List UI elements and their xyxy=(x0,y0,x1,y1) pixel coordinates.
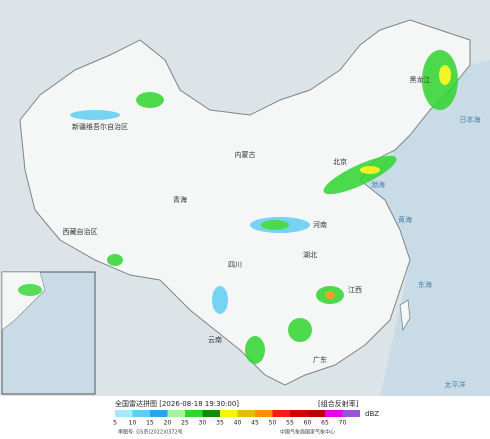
region-label: 广东 xyxy=(313,355,327,364)
legend-swatch xyxy=(290,410,308,417)
echo xyxy=(212,286,228,314)
legend-swatch xyxy=(167,410,185,417)
legend-title: 全国雷达拼图 [2026-08-18 19:30:00] xyxy=(115,399,239,408)
echo xyxy=(245,336,265,364)
radar-echoes xyxy=(70,50,458,364)
region-label: 云南 xyxy=(208,335,222,344)
legend-level: 15 xyxy=(146,420,154,427)
sea xyxy=(362,60,490,396)
echo xyxy=(107,254,123,266)
sea-label: 渤海 xyxy=(371,180,385,189)
echo xyxy=(288,318,312,342)
legend-level: 10 xyxy=(129,420,137,427)
legend-level: 50 xyxy=(269,420,277,427)
legend-swatch xyxy=(237,410,255,417)
legend-level: 30 xyxy=(199,420,207,427)
region-label: 湖北 xyxy=(303,250,317,259)
legend-level: 70 xyxy=(339,420,347,427)
legend-level: 5 xyxy=(113,420,117,427)
echo xyxy=(70,110,120,120)
source: 中国气象局国家气象中心 xyxy=(280,429,335,436)
region-label: 四川 xyxy=(228,261,242,269)
echo xyxy=(360,166,380,174)
legend-level: 45 xyxy=(251,420,259,427)
legend-panel xyxy=(0,396,490,439)
region-label: 河南 xyxy=(313,220,327,229)
region-label: 西藏自治区 xyxy=(63,227,98,236)
legend-swatch xyxy=(220,410,238,417)
legend-swatch xyxy=(255,410,273,417)
legend-swatch xyxy=(115,410,133,417)
echo xyxy=(261,220,289,230)
legend-level: 60 xyxy=(304,420,312,427)
legend-level: 35 xyxy=(216,420,224,427)
echo xyxy=(136,92,164,108)
region-label: 江西 xyxy=(348,286,362,294)
sea-label: 太平洋 xyxy=(445,380,466,389)
sea-label: 黄海 xyxy=(398,215,412,224)
sea-label: 东海 xyxy=(418,280,432,289)
legend-swatch xyxy=(150,410,168,417)
region-label: 黑龙江 xyxy=(410,75,431,84)
echo xyxy=(323,155,397,195)
echo xyxy=(325,291,335,299)
legend-product: [组合反射率] xyxy=(318,399,359,408)
legend-unit: dBZ xyxy=(365,410,379,418)
legend-level: 65 xyxy=(321,420,329,427)
china-outline xyxy=(19,19,471,386)
legend-swatch xyxy=(185,410,203,417)
sea-label: 日本海 xyxy=(460,115,481,124)
region-label: 青海 xyxy=(173,195,187,204)
legend-swatch xyxy=(272,410,290,417)
region-label: 北京 xyxy=(333,157,347,166)
region-label: 新疆维吾尔自治区 xyxy=(72,122,128,131)
legend-swatch xyxy=(325,410,343,417)
legend-swatch xyxy=(307,410,325,417)
legend-level: 55 xyxy=(286,420,294,427)
legend-level: 25 xyxy=(181,420,189,427)
echo xyxy=(439,65,451,85)
legend-swatch xyxy=(132,410,150,417)
region-label: 内蒙古 xyxy=(235,150,256,159)
echo xyxy=(18,284,42,296)
taiwan xyxy=(399,299,411,332)
legend-level: 40 xyxy=(234,420,242,427)
approval: 审图号: GS京(2022)0372号 xyxy=(118,429,183,436)
legend-swatch xyxy=(342,410,360,417)
legend-level: 20 xyxy=(164,420,172,427)
legend-swatch xyxy=(202,410,220,417)
